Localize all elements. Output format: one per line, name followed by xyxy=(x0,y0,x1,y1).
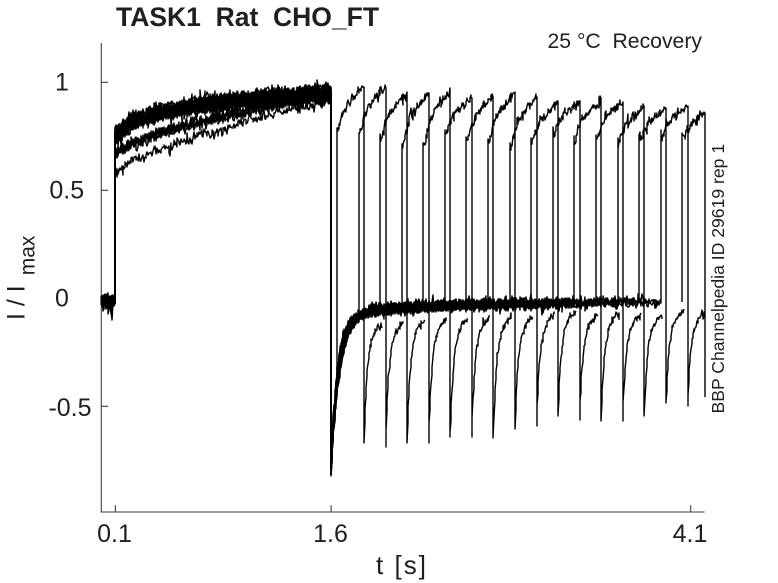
svg-text:1: 1 xyxy=(55,68,69,96)
svg-text:-0.5: -0.5 xyxy=(48,394,91,422)
svg-text:1.6: 1.6 xyxy=(313,520,348,548)
svg-text:25 °C Recovery: 25 °C Recovery xyxy=(548,30,703,53)
svg-text:4.1: 4.1 xyxy=(673,520,708,548)
svg-text:TASK1 Rat CHO_FT: TASK1 Rat CHO_FT xyxy=(116,2,379,32)
svg-text:0: 0 xyxy=(55,285,69,313)
svg-text:0.1: 0.1 xyxy=(97,520,132,548)
svg-text:t [s]: t [s] xyxy=(376,550,428,580)
svg-text:BBP Channelpedia ID 29619 rep: BBP Channelpedia ID 29619 rep 1 xyxy=(708,144,728,414)
svg-text:0.5: 0.5 xyxy=(49,176,84,204)
